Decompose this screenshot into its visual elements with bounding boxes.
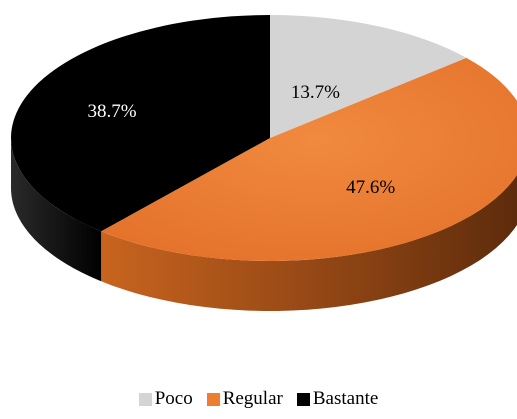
legend-swatch-bastante bbox=[296, 392, 310, 406]
data-label-regular: 47.6% bbox=[346, 177, 395, 198]
legend-label-poco: Poco bbox=[154, 388, 193, 409]
pie-slice-poco bbox=[270, 15, 467, 138]
legend-swatch-regular bbox=[206, 392, 220, 406]
legend-label-regular: Regular bbox=[222, 388, 283, 409]
data-label-bastante: 38.7% bbox=[88, 101, 137, 122]
legend: Poco Regular Bastante bbox=[0, 388, 517, 410]
legend-item-poco: Poco bbox=[138, 388, 193, 410]
pie-slice-bastante bbox=[11, 15, 270, 232]
legend-item-regular: Regular bbox=[206, 388, 283, 410]
pie-side-regular bbox=[101, 174, 517, 311]
legend-item-bastante: Bastante bbox=[296, 388, 379, 410]
legend-label-bastante: Bastante bbox=[312, 388, 379, 409]
pie-side-bastante bbox=[11, 138, 102, 282]
legend-swatch-poco bbox=[138, 392, 152, 406]
pie-slice-regular bbox=[101, 57, 517, 262]
data-label-poco: 13.7% bbox=[291, 82, 340, 103]
